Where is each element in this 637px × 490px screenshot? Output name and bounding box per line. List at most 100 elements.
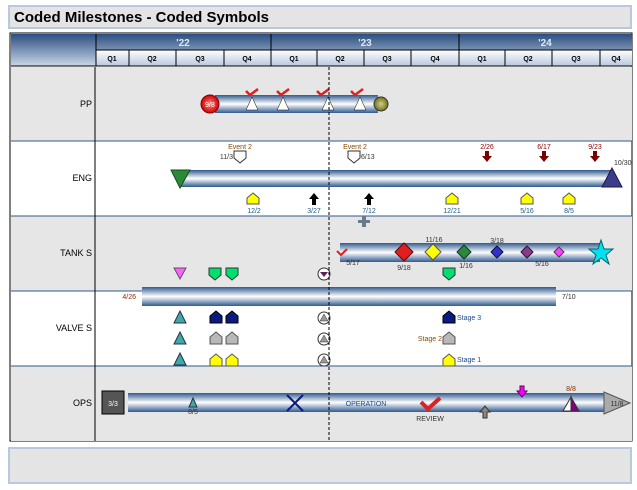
quarter-label: Q4	[611, 56, 620, 63]
pentagon-down-icon[interactable]	[208, 267, 222, 281]
quarter-label: Q3	[195, 56, 204, 63]
milestone-date: 3/3	[108, 401, 118, 408]
up-arrow-icon[interactable]	[478, 405, 492, 419]
task-bar-eng[interactable]	[180, 170, 612, 187]
year-label: '24	[538, 38, 552, 49]
x-milestone-icon[interactable]	[286, 394, 304, 412]
diamond-milestone-icon[interactable]	[490, 245, 504, 259]
triangle-milestone-icon[interactable]	[173, 330, 187, 345]
pentagon-down-icon[interactable]	[233, 150, 247, 164]
milestone-date: 3/27	[307, 208, 321, 215]
year-label: '23	[358, 38, 372, 49]
half-triangle-milestone-icon[interactable]	[570, 395, 580, 412]
house-milestone-icon[interactable]	[246, 192, 260, 205]
milestone-date: 11/16	[426, 237, 443, 244]
milestone-date: 7/12	[362, 208, 376, 215]
year-label: '22	[176, 38, 190, 49]
house-milestone-icon[interactable]	[562, 192, 576, 205]
page-title: Coded Milestones - Coded Symbols	[14, 9, 270, 26]
down-arrow-icon[interactable]	[539, 151, 549, 162]
triangle-milestone-icon[interactable]	[321, 96, 335, 111]
right-triangle-end-icon[interactable]	[603, 391, 632, 415]
milestone-label: REVIEW	[416, 416, 444, 423]
down-arrow-icon[interactable]	[590, 151, 600, 162]
house-milestone-icon[interactable]	[442, 331, 456, 345]
triangle-milestone-icon[interactable]	[353, 96, 367, 111]
down-triangle-icon[interactable]	[173, 267, 187, 281]
house-milestone-icon[interactable]	[225, 353, 239, 367]
triangle-milestone-icon[interactable]	[173, 351, 187, 366]
milestone-date: 8/5	[188, 409, 198, 416]
milestone-date: 5/16	[520, 208, 534, 215]
quarter-label: Q1	[107, 56, 116, 63]
quarter-label: Q1	[477, 56, 486, 63]
pentagon-down-icon[interactable]	[225, 267, 239, 281]
square-start-icon[interactable]	[101, 390, 125, 415]
row-label: ENG	[72, 173, 92, 183]
milestone-date: 3/18	[490, 238, 504, 245]
quarter-label: Q2	[523, 56, 532, 63]
milestone-date: 12/21	[443, 208, 461, 215]
milestone-label: OPERATION	[346, 401, 387, 408]
circle-milestone-icon[interactable]	[200, 94, 220, 114]
quarter-label: Q3	[571, 56, 580, 63]
check-icon	[336, 248, 348, 257]
house-milestone-icon[interactable]	[225, 310, 239, 324]
down-arrow-icon[interactable]	[482, 151, 492, 162]
triangle-milestone-icon[interactable]	[173, 309, 187, 324]
plus-icon[interactable]	[358, 216, 370, 227]
milestone-label: Stage 2	[418, 336, 442, 343]
diamond-milestone-icon[interactable]	[424, 243, 442, 261]
house-milestone-icon[interactable]	[209, 310, 223, 324]
quarter-label: Q1	[289, 56, 298, 63]
house-milestone-icon[interactable]	[520, 192, 534, 205]
house-milestone-icon[interactable]	[442, 353, 456, 367]
milestone-date: 8/8	[566, 386, 576, 393]
milestone-date: 5/16	[535, 261, 549, 268]
house-milestone-icon[interactable]	[445, 192, 459, 205]
milestone-label: Stage 3	[457, 315, 481, 322]
triangle-milestone-icon[interactable]	[245, 96, 259, 111]
task-bar-valve[interactable]	[142, 287, 556, 306]
quarter-label: Q3	[382, 56, 391, 63]
quarter-label: Q4	[430, 56, 439, 63]
milestone-date: 9/23	[588, 144, 602, 151]
triangle-milestone-icon[interactable]	[276, 96, 290, 111]
down-arrow-icon[interactable]	[515, 385, 529, 398]
circle-end-icon[interactable]	[373, 96, 389, 112]
milestone-date: 11/8	[610, 401, 623, 408]
pentagon-down-icon[interactable]	[347, 150, 361, 164]
milestone-date: 7/10	[562, 294, 576, 301]
house-milestone-icon[interactable]	[209, 331, 223, 345]
row-label: VALVE S	[56, 323, 92, 333]
up-arrow-icon[interactable]	[309, 193, 319, 205]
down-triangle-start-icon[interactable]	[170, 169, 191, 190]
milestone-date: 4/26	[122, 294, 136, 301]
house-milestone-icon[interactable]	[225, 331, 239, 345]
diamond-milestone-icon[interactable]	[553, 246, 565, 258]
title-bar: Coded Milestones - Coded Symbols	[8, 5, 632, 29]
milestone-label: Event 2	[228, 144, 252, 151]
house-milestone-icon[interactable]	[442, 310, 456, 324]
milestone-date: 2/26	[480, 144, 494, 151]
pentagon-down-icon[interactable]	[442, 267, 456, 281]
milestone-date: 9/18	[397, 265, 411, 272]
check-icon[interactable]	[419, 396, 442, 412]
row-label: PP	[80, 99, 92, 109]
diamond-milestone-icon[interactable]	[456, 244, 472, 260]
milestone-date: 1/16	[459, 263, 473, 270]
task-bar-pp[interactable]	[215, 95, 378, 113]
diamond-milestone-icon[interactable]	[394, 242, 414, 262]
milestone-date: 10/30	[614, 160, 632, 167]
diamond-milestone-icon[interactable]	[520, 245, 534, 259]
quarter-label: Q2	[335, 56, 344, 63]
milestone-date: 9/8	[205, 102, 215, 109]
check-icon	[350, 88, 364, 97]
up-arrow-icon[interactable]	[364, 193, 374, 205]
milestone-label: Stage 1	[457, 357, 481, 364]
triangle-milestone-icon[interactable]	[188, 396, 198, 408]
star-end-icon[interactable]	[587, 238, 615, 266]
triangle-end-icon[interactable]	[601, 166, 623, 188]
house-milestone-icon[interactable]	[209, 353, 223, 367]
